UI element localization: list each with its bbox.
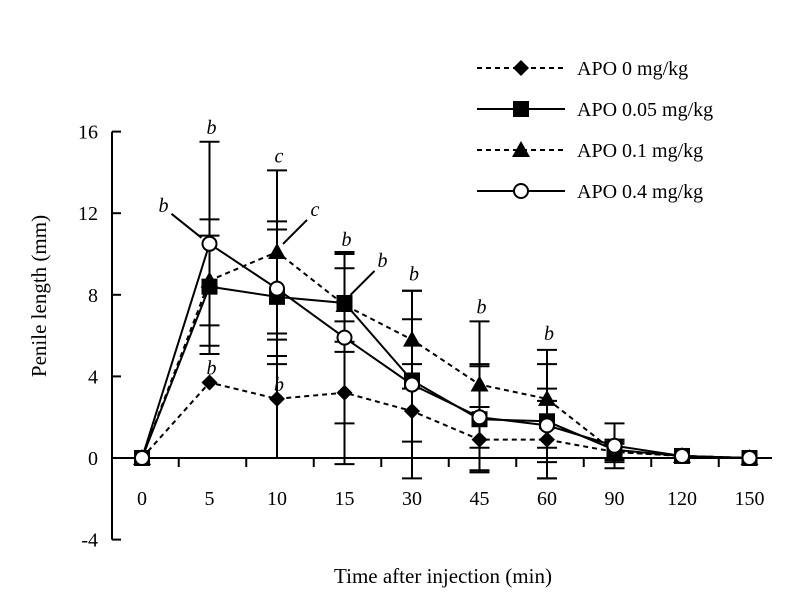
data-point [674, 447, 690, 464]
x-tick-label: 15 [335, 488, 355, 510]
significance-label: b [477, 296, 487, 318]
callout-line [349, 270, 376, 296]
y-axis-label: Penile length (mm) [27, 215, 51, 377]
significance-label: c [275, 145, 284, 167]
y-tick-label: 12 [78, 203, 98, 225]
legend-label: APO 0.4 mg/kg [577, 181, 703, 203]
data-point [471, 431, 488, 448]
significance-label: b [409, 264, 419, 286]
significance-label: c [311, 199, 320, 221]
legend: APO 0 mg/kg APO 0.05 mg/kg APO 0.1 mg/kg AP… [477, 58, 713, 203]
data-point [269, 390, 285, 407]
significance-label: b [544, 323, 554, 345]
x-tick-label: 5 [205, 488, 215, 510]
x-tick-label: 30 [402, 488, 422, 510]
data-point [606, 437, 623, 454]
data-point [471, 409, 488, 426]
x-tick-label: 120 [667, 488, 697, 510]
y-tick-label: 8 [88, 285, 98, 307]
series-line [141, 285, 750, 459]
significance-label: b [207, 358, 217, 380]
y-tick-label: -4 [81, 530, 98, 552]
x-tick-label: 90 [605, 488, 625, 510]
data-point [201, 235, 218, 252]
series-markers [133, 235, 759, 466]
data-point [336, 329, 353, 346]
series-line [141, 381, 750, 459]
data-point [403, 330, 421, 347]
y-tick-label: 0 [88, 448, 98, 470]
legend-marker [513, 101, 529, 117]
y-tick-label: 16 [78, 122, 98, 144]
data-point [268, 242, 286, 259]
data-point [539, 431, 555, 448]
series-line [141, 242, 750, 459]
legend-label: APO 0 mg/kg [577, 58, 688, 80]
axes: -4 0 4 8 12 16 0 5 10 15 30 45 60 90 120 150 [78, 122, 772, 552]
y-tick-label: 4 [88, 366, 98, 388]
significance-label: b [207, 117, 217, 139]
legend-marker [513, 60, 529, 76]
callout-line [170, 213, 203, 239]
x-tick-label: 0 [137, 488, 147, 510]
legend-label: APO 0.1 mg/kg [577, 140, 703, 162]
x-tick-label: 150 [735, 488, 765, 510]
x-tick-label: 60 [537, 488, 557, 510]
data-point [539, 417, 555, 434]
data-point [538, 389, 556, 406]
data-point [200, 271, 219, 288]
series-lines [141, 242, 750, 459]
data-point [404, 376, 420, 393]
legend-marker [512, 141, 530, 157]
significance-label: b [342, 229, 352, 251]
data-point [404, 403, 420, 420]
data-point [470, 375, 489, 392]
data-point [269, 280, 285, 297]
legend-marker [513, 183, 529, 199]
x-tick-label: 10 [267, 488, 287, 510]
significance-label: b [274, 374, 284, 396]
data-point [201, 374, 218, 391]
data-point [335, 296, 354, 312]
significance-label: b [378, 250, 388, 272]
x-tick-label: 45 [470, 488, 490, 510]
data-point [336, 384, 353, 401]
x-axis-label: Time after injection (min) [334, 564, 552, 588]
data-point [134, 450, 150, 466]
callout-line [282, 219, 308, 245]
series-line [141, 250, 750, 459]
legend-label: APO 0.05 mg/kg [577, 99, 713, 121]
significance-label: b [159, 195, 169, 217]
data-point [741, 450, 758, 466]
